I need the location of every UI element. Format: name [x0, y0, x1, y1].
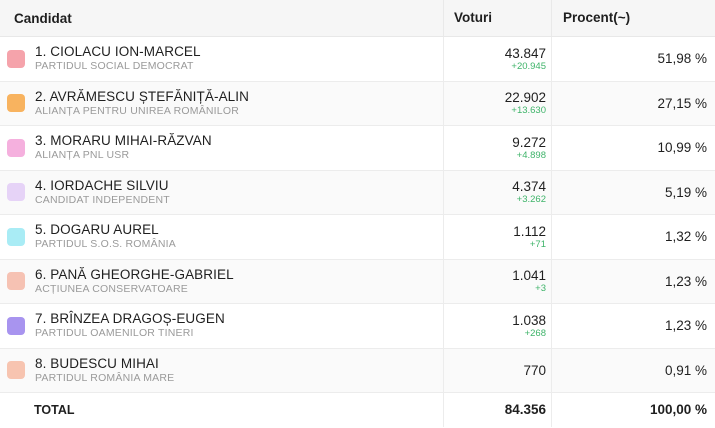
vote-count: 43.847 — [504, 45, 546, 61]
color-swatch — [7, 227, 25, 246]
table-row[interactable]: 3. MORARU MIHAI-RĂZVAN ALIANȚA PNL USR 9.2… — [0, 126, 715, 171]
votes-cell: 770 — [443, 348, 551, 392]
candidate-name: 5. DOGARU AUREL — [35, 222, 159, 238]
vote-delta: +268 — [524, 327, 546, 339]
table-row[interactable]: 7. BRÎNZEA DRAGOȘ-EUGEN PARTIDUL OAMENILO… — [0, 304, 715, 349]
candidate-names: 2. AVRĂMESCU ȘTEFĂNIȚĂ-ALIN ALIANȚA PENTR… — [35, 89, 249, 118]
candidate-name: 7. BRÎNZEA DRAGOȘ-EUGEN — [35, 311, 225, 327]
table-body: 1. CIOLACU ION-MARCEL PARTIDUL SOCIAL DEM… — [0, 37, 715, 393]
candidate-cell: 4. IORDACHE SILVIU CANDIDAT INDEPENDENT — [0, 171, 443, 215]
vote-count: 1.112 — [513, 223, 546, 239]
votes-cell: 9.272 +4.898 — [443, 126, 551, 170]
party-name: ACȚIUNEA CONSERVATOARE — [35, 282, 188, 295]
table-row[interactable]: 2. AVRĂMESCU ȘTEFĂNIȚĂ-ALIN ALIANȚA PENTR… — [0, 81, 715, 126]
vote-count: 1.038 — [512, 312, 546, 328]
votes-cell: 4.374 +3.262 — [443, 170, 551, 214]
header-candidate[interactable]: Candidat — [14, 10, 72, 26]
color-swatch — [7, 94, 25, 113]
percent-cell: 0,91 % — [551, 348, 715, 392]
candidate-cell: 8. BUDESCU MIHAI PARTIDUL ROMÂNIA MARE — [0, 349, 443, 393]
header-votes[interactable]: Voturi — [443, 0, 551, 36]
candidate-cell: 6. PANĂ GHEORGHE-GABRIEL ACȚIUNEA CONSERV… — [0, 260, 443, 304]
candidate-cell: 2. AVRĂMESCU ȘTEFĂNIȚĂ-ALIN ALIANȚA PENTR… — [0, 82, 443, 126]
percent-cell: 5,19 % — [551, 170, 715, 214]
vote-delta: +71 — [529, 238, 546, 250]
votes-cell: 1.038 +268 — [443, 304, 551, 348]
candidate-names: 6. PANĂ GHEORGHE-GABRIEL ACȚIUNEA CONSERV… — [35, 267, 234, 296]
vote-count: 4.374 — [512, 179, 546, 195]
table-row[interactable]: 6. PANĂ GHEORGHE-GABRIEL ACȚIUNEA CONSERV… — [0, 259, 715, 304]
candidate-names: 4. IORDACHE SILVIU CANDIDAT INDEPENDENT — [35, 178, 170, 207]
party-name: PARTIDUL ROMÂNIA MARE — [35, 371, 175, 384]
percent-cell: 1,23 % — [551, 259, 715, 303]
percent-cell: 51,98 % — [551, 37, 715, 81]
vote-delta: +20.945 — [511, 60, 546, 72]
total-votes: 84.356 — [443, 393, 551, 427]
votes-cell: 1.041 +3 — [443, 259, 551, 303]
vote-count: 770 — [523, 362, 546, 378]
vote-count: 1.041 — [512, 268, 546, 284]
table-row[interactable]: 4. IORDACHE SILVIU CANDIDAT INDEPENDENT 4.… — [0, 170, 715, 215]
color-swatch — [7, 272, 25, 291]
percent-cell: 1,32 % — [551, 215, 715, 259]
percent-cell: 27,15 % — [551, 81, 715, 125]
party-name: ALIANȚA PENTRU UNIREA ROMÂNILOR — [35, 104, 239, 117]
party-name: PARTIDUL S.O.S. ROMÂNIA — [35, 238, 176, 251]
header-percent[interactable]: Procent(~) — [551, 0, 715, 36]
party-name: ALIANȚA PNL USR — [35, 149, 130, 162]
candidate-cell: 1. CIOLACU ION-MARCEL PARTIDUL SOCIAL DEM… — [0, 37, 443, 81]
candidate-name: 4. IORDACHE SILVIU — [35, 177, 169, 193]
percent-cell: 10,99 % — [551, 126, 715, 170]
vote-count: 9.272 — [512, 134, 546, 150]
votes-cell: 22.902 +13.630 — [443, 81, 551, 125]
table-row[interactable]: 8. BUDESCU MIHAI PARTIDUL ROMÂNIA MARE 770… — [0, 348, 715, 393]
candidate-names: 5. DOGARU AUREL PARTIDUL S.O.S. ROMÂNIA — [35, 222, 176, 251]
candidate-names: 7. BRÎNZEA DRAGOȘ-EUGEN PARTIDUL OAMENILO… — [35, 311, 225, 340]
vote-delta: +3 — [535, 283, 546, 295]
party-name: CANDIDAT INDEPENDENT — [35, 193, 170, 206]
color-swatch — [7, 49, 25, 68]
vote-delta: +13.630 — [511, 105, 546, 117]
color-swatch — [7, 183, 25, 202]
candidate-name: 6. PANĂ GHEORGHE-GABRIEL — [35, 266, 234, 282]
candidate-names: 8. BUDESCU MIHAI PARTIDUL ROMÂNIA MARE — [35, 356, 174, 385]
table-header: Candidat Voturi Procent(~) — [0, 0, 715, 37]
votes-cell: 43.847 +20.945 — [443, 37, 551, 81]
vote-delta: +3.262 — [516, 194, 546, 206]
color-swatch — [7, 361, 25, 380]
candidate-cell: 3. MORARU MIHAI-RĂZVAN ALIANȚA PNL USR — [0, 126, 443, 170]
candidate-name: 1. CIOLACU ION-MARCEL — [35, 44, 201, 60]
color-swatch — [7, 138, 25, 157]
party-name: PARTIDUL OAMENILOR TINERI — [35, 327, 194, 340]
party-name: PARTIDUL SOCIAL DEMOCRAT — [35, 60, 194, 73]
candidate-names: 3. MORARU MIHAI-RĂZVAN ALIANȚA PNL USR — [35, 133, 212, 162]
percent-cell: 1,23 % — [551, 304, 715, 348]
candidate-cell: 7. BRÎNZEA DRAGOȘ-EUGEN PARTIDUL OAMENILO… — [0, 304, 443, 348]
candidate-name: 8. BUDESCU MIHAI — [35, 355, 159, 371]
candidate-cell: 5. DOGARU AUREL PARTIDUL S.O.S. ROMÂNIA — [0, 215, 443, 259]
candidate-name: 3. MORARU MIHAI-RĂZVAN — [35, 133, 212, 149]
vote-delta: +4.898 — [516, 149, 546, 161]
vote-count: 22.902 — [504, 90, 546, 106]
total-row: TOTAL 84.356 100,00 % — [0, 393, 715, 427]
table-row[interactable]: 5. DOGARU AUREL PARTIDUL S.O.S. ROMÂNIA 1.… — [0, 215, 715, 260]
table-row[interactable]: 1. CIOLACU ION-MARCEL PARTIDUL SOCIAL DEM… — [0, 37, 715, 82]
color-swatch — [7, 316, 25, 335]
candidate-name: 2. AVRĂMESCU ȘTEFĂNIȚĂ-ALIN — [35, 88, 249, 104]
total-label: TOTAL — [34, 403, 75, 417]
candidate-names: 1. CIOLACU ION-MARCEL PARTIDUL SOCIAL DEM… — [35, 44, 201, 73]
total-percent: 100,00 % — [551, 393, 715, 427]
votes-cell: 1.112 +71 — [443, 215, 551, 259]
